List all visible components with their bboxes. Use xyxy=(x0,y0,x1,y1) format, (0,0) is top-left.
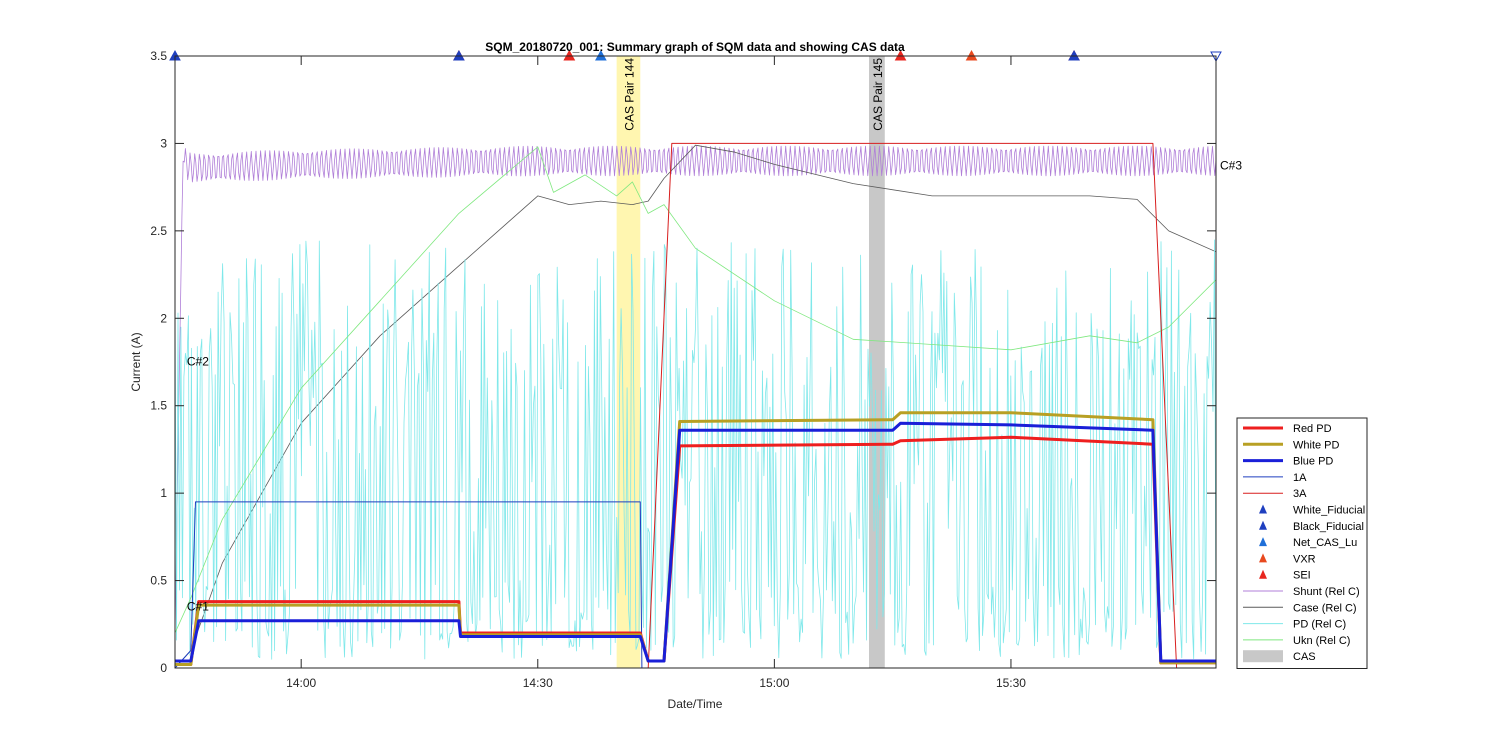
x-tick-label: 15:00 xyxy=(759,676,789,690)
y-tick-label: 2.5 xyxy=(150,224,167,238)
legend-swatch xyxy=(1259,553,1267,563)
legend-label: 1A xyxy=(1293,472,1307,484)
cas-band-cas-pair-144 xyxy=(616,56,641,668)
legend-label: Red PD xyxy=(1293,423,1332,435)
chart-title: SQM_20180720_001: Summary graph of SQM d… xyxy=(485,40,905,54)
legend-label: VXR xyxy=(1293,553,1316,565)
series-ukn-rel-c xyxy=(175,146,1216,634)
cas-band-label: CAS Pair 145 xyxy=(871,58,885,131)
legend-swatch xyxy=(1259,520,1267,530)
series-1a xyxy=(175,501,1216,668)
x-tick-label: 14:00 xyxy=(286,676,316,690)
legend-label: PD (Rel C) xyxy=(1293,619,1346,631)
y-tick-label: 3.5 xyxy=(150,49,167,63)
x-axis-ticks: 14:00 14:30 15:00 15:30 xyxy=(286,56,1026,690)
legend-label: Ukn (Rel C) xyxy=(1293,635,1350,647)
annotation-c-1: C#1 xyxy=(187,599,209,613)
legend-label: SEI xyxy=(1293,570,1311,582)
annotation-c-3: C#3 xyxy=(1220,159,1242,173)
series-3a xyxy=(175,142,1216,668)
legend-label: White_Fiducial xyxy=(1293,505,1365,517)
legend-swatch xyxy=(1259,504,1267,514)
y-axis-label: Current (A) xyxy=(129,332,143,391)
legend-swatch xyxy=(1259,537,1267,547)
x-tick-label: 15:30 xyxy=(996,676,1026,690)
legend: Red PD White PD Blue PD 1A 3A White_Fiducial B… xyxy=(1236,417,1368,669)
axes-box xyxy=(174,55,1217,669)
annotation-c-2: C#2 xyxy=(187,354,209,368)
legend-label: Net_CAS_Lu xyxy=(1293,537,1357,549)
y-tick-label: 0 xyxy=(160,661,167,675)
cas-band-label: CAS Pair 144 xyxy=(622,58,636,131)
y-tick-label: 0.5 xyxy=(150,574,167,588)
legend-label: White PD xyxy=(1293,439,1340,451)
cas-bands: CAS Pair 144 CAS Pair 145 xyxy=(616,56,885,668)
y-tick-label: 1 xyxy=(160,486,167,500)
y-tick-label: 3 xyxy=(160,136,167,150)
series-shunt-rel-c xyxy=(175,145,1216,634)
legend-label: Shunt (Rel C) xyxy=(1293,586,1360,598)
legend-swatch xyxy=(1259,569,1267,579)
series-blue-pd xyxy=(175,421,1216,663)
legend-label: Case (Rel C) xyxy=(1293,602,1357,614)
series-layer xyxy=(175,142,1216,668)
x-tick-label: 14:30 xyxy=(523,676,553,690)
legend-swatch xyxy=(1243,650,1283,663)
legend-label: CAS xyxy=(1293,651,1316,663)
y-axis-ticks: 0 0.5 1 1.5 2 2.5 3 3.5 xyxy=(150,49,1216,675)
series-case-rel-c xyxy=(175,144,1216,668)
cas-band-cas-pair-145 xyxy=(869,56,885,668)
y-tick-label: 1.5 xyxy=(150,399,167,413)
y-tick-label: 2 xyxy=(160,311,167,325)
x-axis-label: Date/Time xyxy=(668,697,723,711)
legend-label: Black_Fiducial xyxy=(1293,521,1364,533)
legend-label: Blue PD xyxy=(1293,456,1333,468)
annotations: C#1 C#2 C#3 xyxy=(187,159,1242,614)
legend-label: 3A xyxy=(1293,488,1307,500)
